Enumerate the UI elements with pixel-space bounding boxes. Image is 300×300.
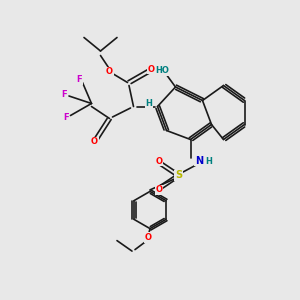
- Text: HO: HO: [155, 66, 169, 75]
- Text: O: O: [148, 64, 155, 74]
- Text: O: O: [106, 68, 113, 76]
- Text: O: O: [155, 185, 163, 194]
- Text: F: F: [62, 90, 67, 99]
- Text: O: O: [91, 137, 98, 146]
- Text: H: H: [146, 99, 152, 108]
- Text: S: S: [175, 170, 182, 181]
- Text: F: F: [77, 75, 82, 84]
- Text: F: F: [77, 75, 82, 84]
- Text: F: F: [63, 112, 69, 122]
- Text: O: O: [91, 137, 98, 146]
- Text: O: O: [155, 185, 163, 194]
- Text: S: S: [175, 170, 182, 181]
- Text: O: O: [145, 233, 152, 242]
- Text: H: H: [146, 99, 152, 108]
- Text: H: H: [206, 158, 212, 166]
- Text: O: O: [155, 157, 163, 166]
- Text: N: N: [195, 155, 203, 166]
- Text: F: F: [63, 112, 69, 122]
- Text: H: H: [206, 158, 212, 166]
- Text: HO: HO: [155, 66, 169, 75]
- Text: N: N: [195, 155, 203, 166]
- Text: O: O: [155, 157, 163, 166]
- Text: O: O: [106, 68, 113, 76]
- Text: O: O: [148, 64, 155, 74]
- Text: F: F: [62, 90, 67, 99]
- Text: O: O: [145, 233, 152, 242]
